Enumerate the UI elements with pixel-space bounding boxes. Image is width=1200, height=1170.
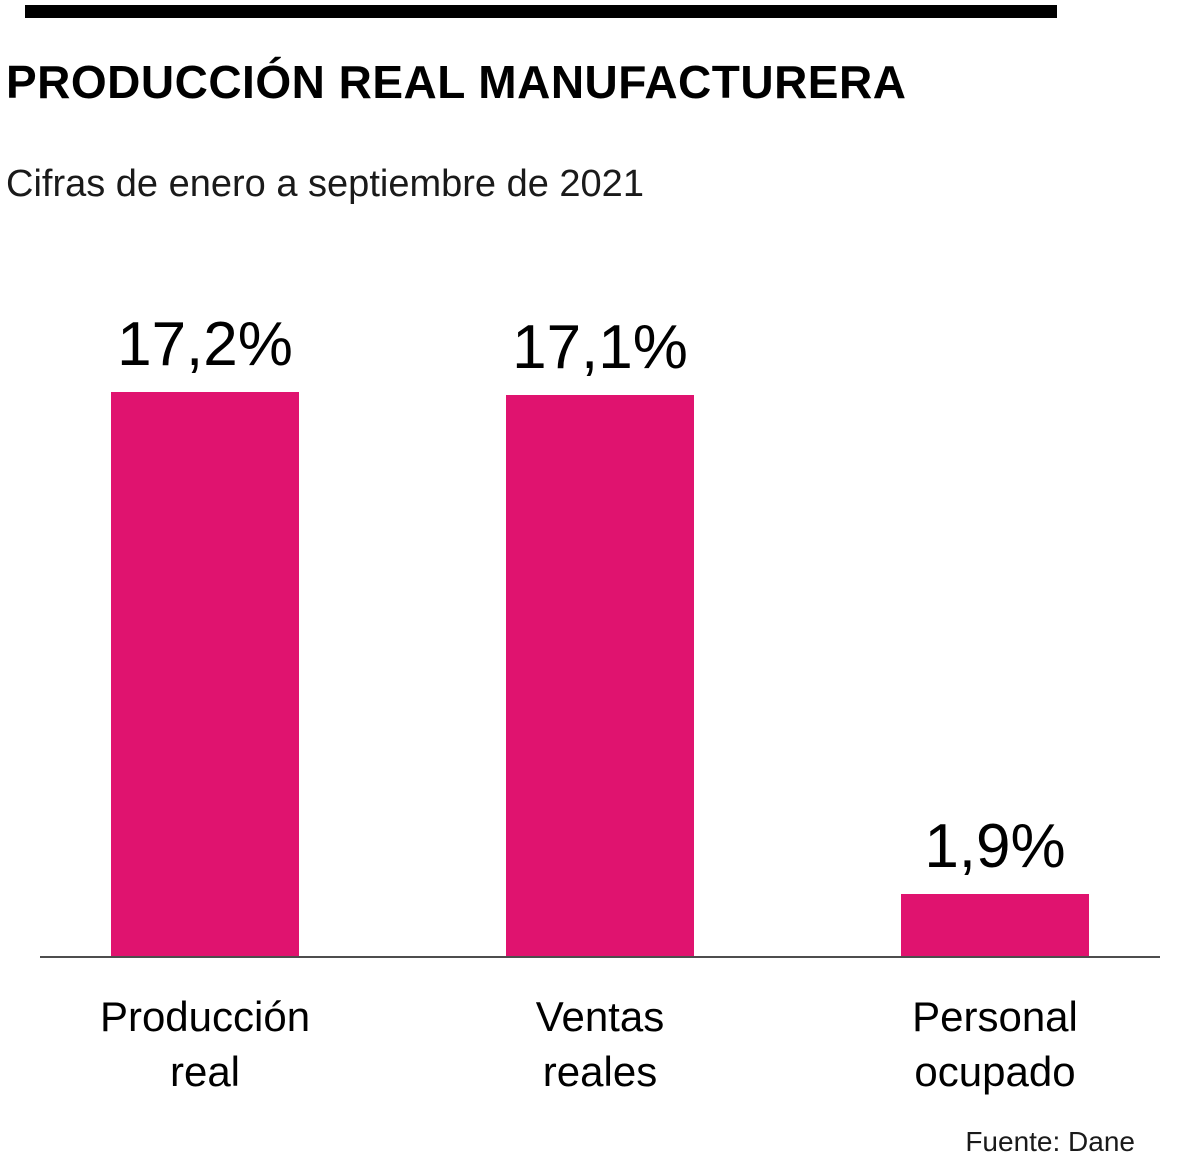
- category-label-line: Producción: [99, 993, 311, 1040]
- category-label-produccion-real: Producción real: [40, 990, 370, 1099]
- chart-subtitle: Cifras de enero a septiembre de 2021: [6, 163, 644, 205]
- top-rule-bar: [25, 5, 1057, 18]
- bar-chart: 17,2% 17,1% 1,9%: [40, 268, 1160, 958]
- bar-group-produccion-real: 17,2%: [40, 314, 370, 956]
- bar-group-ventas-reales: 17,1%: [435, 317, 765, 956]
- category-label-line: Personal: [912, 993, 1078, 1040]
- category-label-line: reales: [542, 1047, 658, 1095]
- chart-title: PRODUCCIÓN REAL MANUFACTURERA: [6, 56, 907, 108]
- category-label-line: real: [169, 1047, 241, 1095]
- value-label-personal-ocupado: 1,9%: [924, 812, 1066, 881]
- category-label-personal-ocupado: Personal ocupado: [830, 990, 1160, 1099]
- bar-group-personal-ocupado: 1,9%: [830, 816, 1160, 956]
- value-label-ventas-reales: 17,1%: [512, 313, 688, 382]
- value-label-produccion-real: 17,2%: [117, 310, 293, 379]
- bar-produccion-real: [111, 392, 299, 956]
- category-label-line: ocupado: [914, 1047, 1076, 1095]
- bar-personal-ocupado: [901, 894, 1089, 956]
- bar-ventas-reales: [506, 395, 694, 956]
- category-label-ventas-reales: Ventas reales: [435, 990, 765, 1099]
- category-label-line: Ventas: [535, 993, 665, 1040]
- category-axis-labels: Producción real Ventas reales Personal o…: [40, 990, 1160, 1099]
- source-credit: Fuente: Dane: [965, 1126, 1135, 1157]
